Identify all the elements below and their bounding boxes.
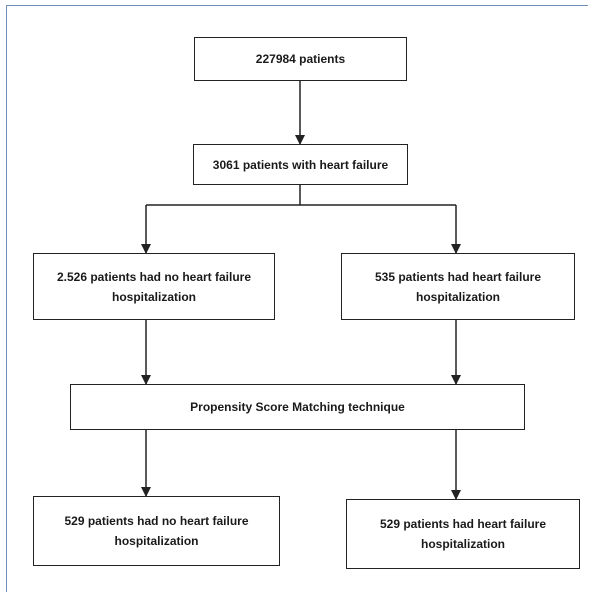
- box-all-patients-label: 227984 patients: [255, 52, 346, 66]
- box-heart-failure: 3061 patients with heart failure: [193, 144, 408, 185]
- box-heart-failure-label: 3061 patients with heart failure: [212, 157, 389, 172]
- box-matched-no-hospitalization: 529 patients had no heart failure hospit…: [33, 496, 280, 566]
- box-no-hospitalization: 2.526 patients had no heart failure hosp…: [33, 253, 275, 320]
- box-propensity-score-matching: Propensity Score Matching technique: [70, 384, 525, 430]
- box-matched-no-hospitalization-label: 529 patients had no heart failure hospit…: [64, 514, 249, 548]
- box-all-patients: 227984 patients: [194, 37, 407, 81]
- box-hospitalization: 535 patients had heart failure hospitali…: [341, 253, 575, 320]
- box-no-hospitalization-label: 2.526 patients had no heart failure hosp…: [56, 269, 252, 304]
- box-propensity-score-matching-label: Propensity Score Matching technique: [190, 400, 405, 414]
- box-matched-hospitalization: 529 patients had heart failure hospitali…: [346, 499, 580, 569]
- box-hospitalization-label: 535 patients had heart failure hospitali…: [374, 269, 542, 304]
- box-matched-hospitalization-label: 529 patients had heart failure hospitali…: [379, 517, 547, 551]
